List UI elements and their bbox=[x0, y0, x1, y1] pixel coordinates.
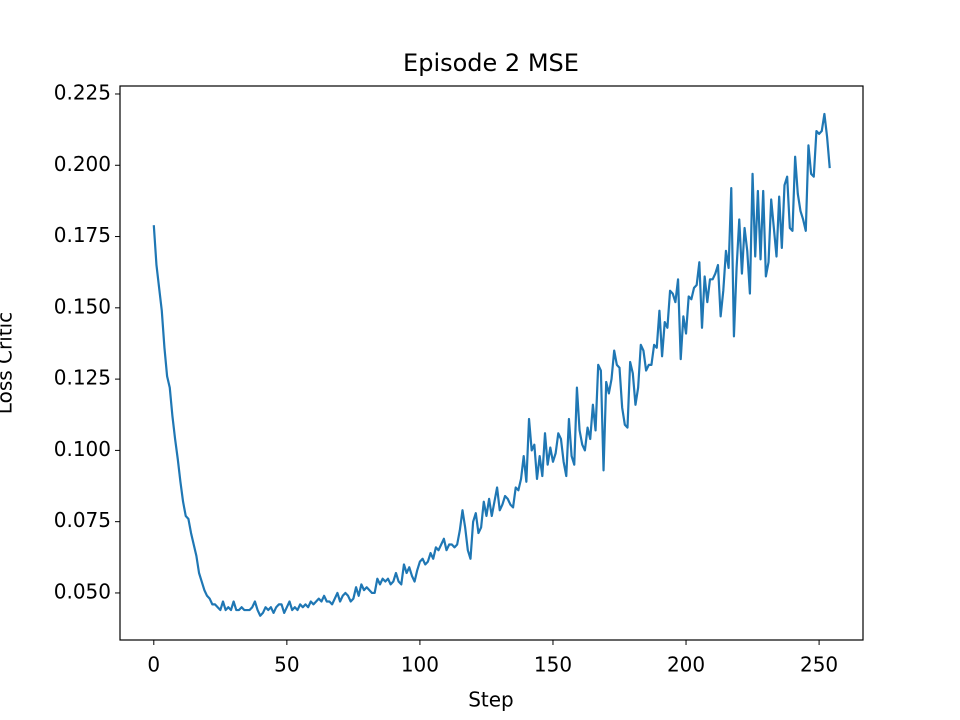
y-tick-label: 0.125 bbox=[54, 366, 111, 390]
chart-title: Episode 2 MSE bbox=[403, 49, 579, 77]
y-tick-label: 0.075 bbox=[54, 508, 111, 532]
y-tick-label: 0.225 bbox=[54, 80, 111, 104]
x-tick-label: 50 bbox=[274, 653, 299, 677]
plot-frame bbox=[119, 85, 864, 641]
x-axis-label: Step bbox=[468, 688, 514, 712]
x-tick-label: 200 bbox=[667, 653, 705, 677]
y-tick-label: 0.200 bbox=[54, 152, 111, 176]
y-tick-label: 0.175 bbox=[54, 223, 111, 247]
x-tick-label: 100 bbox=[401, 653, 439, 677]
x-tick-label: 150 bbox=[534, 653, 572, 677]
y-tick-label: 0.100 bbox=[54, 437, 111, 461]
y-axis-label: Loss Critic bbox=[0, 312, 17, 414]
x-tick-label: 0 bbox=[147, 653, 160, 677]
x-tick-label: 250 bbox=[800, 653, 838, 677]
data-line bbox=[152, 112, 831, 617]
y-tick-label: 0.050 bbox=[54, 579, 111, 603]
y-tick-label: 0.150 bbox=[54, 294, 111, 318]
